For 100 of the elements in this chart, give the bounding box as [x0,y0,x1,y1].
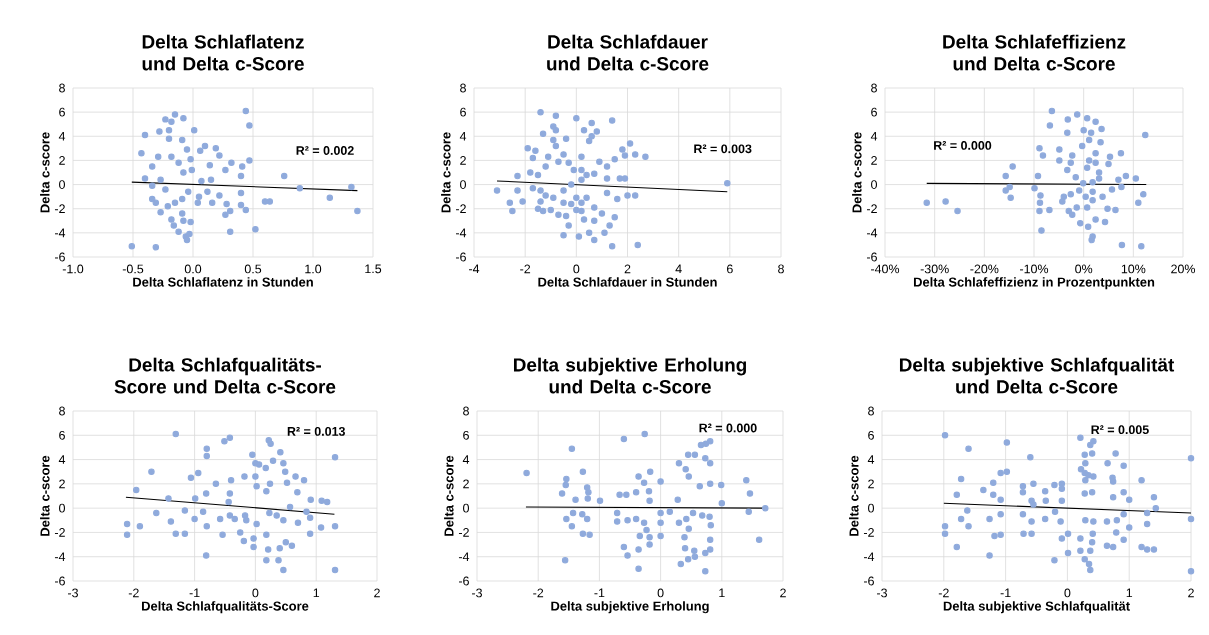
x-tick-label: 6 [727,264,733,274]
x-tick-label: 10% [1121,264,1146,274]
x-tick-label: 2 [780,588,786,598]
y-tick-label: 8 [463,406,469,416]
y-tick-label: -6 [458,576,469,586]
x-tick-label: -2 [520,264,531,274]
y-tick-label: 8 [871,83,877,93]
x-tick-label: 2 [1188,588,1194,598]
y-tick-label: 8 [59,83,65,93]
y-tick-label: -4 [863,552,875,561]
x-tick-label: -3 [472,588,482,598]
y-tick-label: -6 [866,252,877,262]
y-axis-title: Delta c-score [40,455,50,536]
x-tick-label: -3 [68,588,78,598]
x-axis-title: Delta Schlafqualitäts-Score [142,601,309,614]
y-tick-label: 8 [460,83,466,93]
y-tick-label: 4 [58,132,66,141]
x-axis-title: Delta subjektive Erholung [551,601,709,614]
y-tick-label: -6 [863,576,874,586]
y-tick-label: -2 [54,528,65,537]
x-axis-title: Delta subjektive Schlafqualität [943,601,1130,614]
y-tick-label: -2 [54,204,65,214]
y-tick-label: 0 [59,180,65,189]
y-tick-label: 0 [59,503,65,513]
y-tick-label: 8 [59,406,65,416]
x-tick-label: 1 [719,588,725,598]
y-tick-label: 6 [460,107,466,117]
y-tick-label: 2 [871,156,877,165]
x-tick-label: 0 [657,588,664,598]
y-tick-label: -4 [54,552,66,561]
y-tick-label: -4 [455,228,467,238]
x-tick-label: -3 [877,588,887,598]
x-axis-title: Delta Schlaflatenz in Stunden [133,277,313,287]
y-tick-label: -6 [455,252,466,262]
chart-title: Delta Schlaflatenz und Delta c-Score [142,34,304,71]
y-tick-label: 0 [868,503,874,513]
y-tick-label: 0 [871,180,877,189]
y-tick-label: 2 [59,156,65,165]
x-tick-label: -30% [920,264,949,274]
y-tick-label: -6 [54,252,65,262]
x-tick-label: 1.0 [305,264,322,274]
y-tick-label: -2 [455,204,466,214]
y-tick-label: 4 [58,455,66,464]
x-tick-label: 8 [778,264,784,274]
y-tick-label: 6 [871,107,877,117]
x-tick-label: 0.0 [184,264,202,274]
chart-title: Delta Schlafeffizienz und Delta c-Score [943,34,1126,71]
y-tick-label: 2 [59,479,65,489]
y-tick-label: 0 [463,503,469,513]
x-tick-label: 0.5 [244,264,262,274]
chart-title: Delta subjektive Schlafqualität und Delta c-Score [899,357,1175,394]
annotation: R² = 0.002 [296,146,354,155]
x-tick-label: -2 [533,588,544,598]
y-tick-label: 4 [867,455,875,464]
x-tick-label: -1 [594,588,605,598]
y-tick-label: 6 [59,430,65,440]
x-tick-label: 1.5 [365,264,382,274]
x-tick-label: -40% [871,264,900,274]
x-axis-title: Delta Schlafeffizienz in Prozentpunkten [913,277,1155,290]
x-tick-label: 0 [573,264,580,274]
x-tick-label: -10% [1020,264,1049,274]
y-tick-label: -4 [458,552,470,561]
y-axis-title: Delta c-score [852,132,862,213]
annotation: R² = 0.000 [699,423,757,433]
chart-title: Delta Schlafdauer und Delta c-Score [547,34,709,71]
x-axis-title: Delta Schlafdauer in Stunden [538,277,717,287]
x-tick-label: -0.5 [122,264,144,274]
x-tick-label: -2 [938,588,949,598]
y-tick-label: -6 [54,576,65,586]
annotation: R² = 0.003 [694,144,752,154]
y-tick-label: -2 [866,204,877,214]
y-tick-label: 2 [463,479,469,489]
y-tick-label: 4 [462,455,470,464]
y-axis-title: Delta c-score [40,132,50,213]
y-axis-title: Delta c-score [444,455,454,536]
y-tick-label: -4 [866,228,878,238]
x-tick-label: 4 [675,264,682,274]
x-tick-label: -20% [970,264,999,274]
annotation: R² = 0.005 [1091,425,1149,435]
x-tick-label: -1.0 [62,264,84,274]
x-tick-label: 0 [252,588,259,598]
x-tick-label: 0% [1075,264,1093,274]
y-tick-label: 0 [460,180,466,189]
y-tick-label: -4 [54,228,66,238]
y-tick-label: 2 [868,479,874,489]
y-axis-title: Delta c-score [441,132,451,213]
x-tick-label: -2 [128,588,139,598]
y-tick-label: 4 [459,132,467,141]
y-axis-title: Delta c-score [849,455,859,536]
chart-title: Delta subjektive Erholung und Delta c-Score [513,357,747,394]
y-tick-label: -2 [863,528,874,537]
annotation: R² = 0.000 [934,141,992,150]
y-tick-label: 8 [868,406,874,416]
annotation: R² = 0.013 [287,426,345,436]
y-tick-label: 6 [463,430,469,440]
x-tick-label: 1 [313,588,320,598]
x-tick-label: 2 [624,264,631,274]
y-tick-label: 6 [59,107,65,117]
x-tick-label: -1 [1000,588,1011,598]
y-tick-label: 2 [460,156,466,165]
